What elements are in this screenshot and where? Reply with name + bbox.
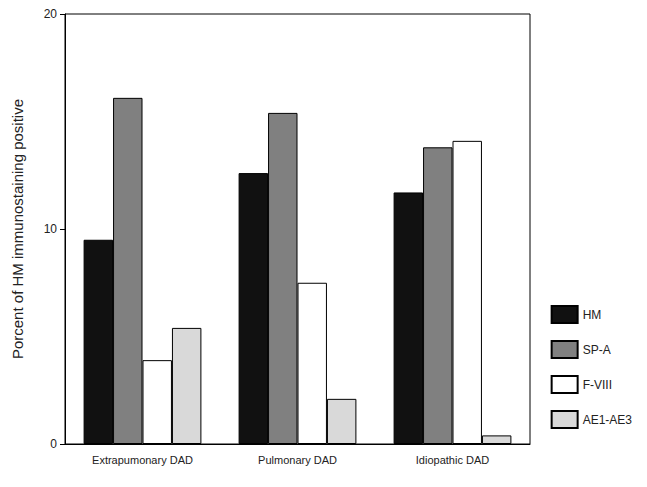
svg-text:AE1-AE3: AE1-AE3	[583, 413, 633, 427]
svg-text:F-VIII: F-VIII	[583, 378, 612, 392]
svg-text:Pulmonary DAD: Pulmonary DAD	[258, 454, 337, 466]
svg-text:20: 20	[44, 7, 58, 21]
svg-text:SP-A: SP-A	[583, 343, 611, 357]
svg-text:0: 0	[50, 437, 57, 451]
svg-text:Idiopathic DAD: Idiopathic DAD	[416, 454, 489, 466]
svg-text:HM: HM	[583, 308, 602, 322]
svg-text:Porcent of HM immunostaining p: Porcent of HM immunostaining positive	[9, 99, 26, 359]
svg-text:Extrapumonary DAD: Extrapumonary DAD	[92, 454, 193, 466]
svg-text:10: 10	[44, 222, 58, 236]
